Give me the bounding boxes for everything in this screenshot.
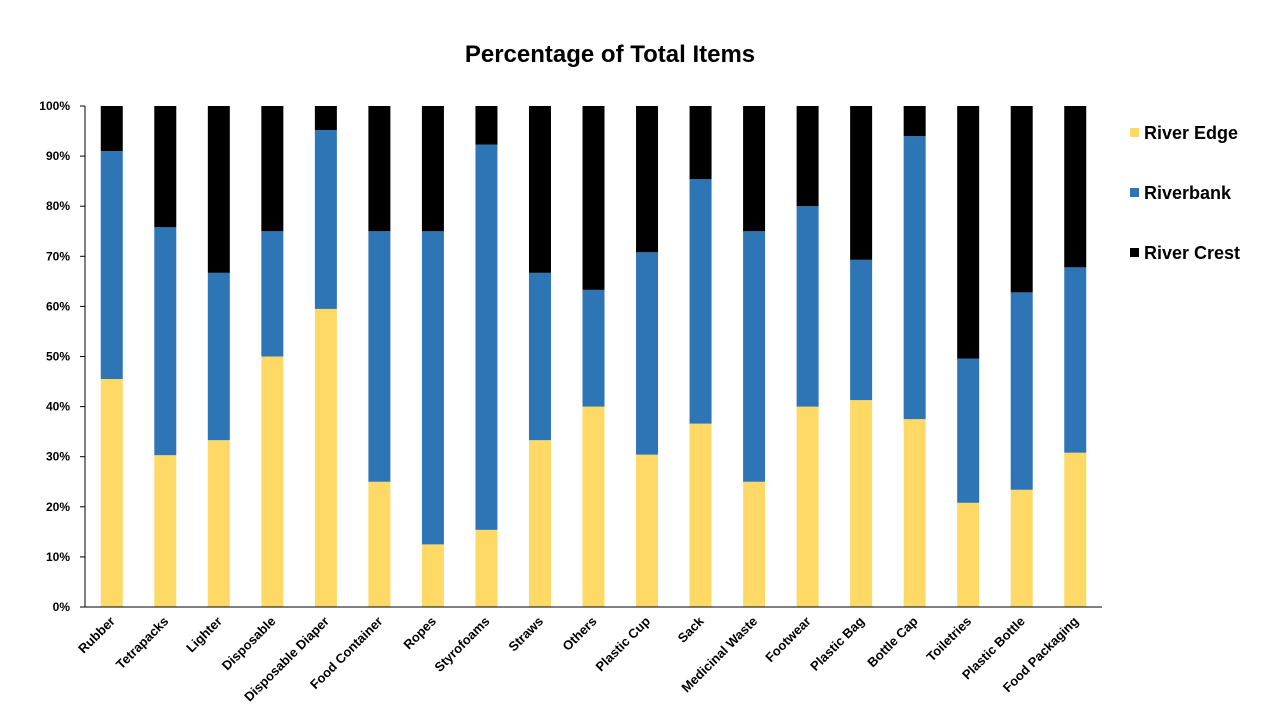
bar-segment: [261, 356, 284, 607]
bar-segment: [796, 206, 819, 407]
bar-segment: [850, 400, 873, 607]
bar-segment: [582, 406, 605, 607]
bar-segment: [850, 106, 873, 260]
bar-segment: [207, 272, 230, 441]
y-tick-label: 70%: [46, 249, 70, 263]
bar-segment: [261, 231, 284, 357]
bar-segment: [154, 227, 177, 456]
bar-segment: [475, 106, 498, 145]
bar-segment: [903, 419, 926, 608]
bar-segment: [314, 130, 337, 309]
x-category-label: Ropes: [400, 614, 439, 653]
bar-segment: [582, 289, 605, 407]
bar-segment: [100, 106, 123, 152]
x-category-label: Lighter: [183, 614, 225, 656]
x-category-label: Rubber: [75, 614, 118, 657]
bar-segment: [689, 179, 712, 424]
x-category-label: Tetrapacks: [113, 614, 171, 672]
bar-segment: [100, 379, 123, 607]
legend-label: River Edge: [1144, 123, 1238, 143]
legend-swatch: [1130, 128, 1139, 137]
bar-segment: [743, 481, 766, 607]
bar-segment: [154, 106, 177, 228]
y-tick-label: 60%: [46, 299, 70, 313]
legend-label: River Crest: [1144, 243, 1240, 263]
y-tick-label: 20%: [46, 500, 70, 514]
legend-label: Riverbank: [1144, 183, 1232, 203]
y-tick-label: 50%: [46, 350, 70, 364]
bar-segment: [475, 529, 498, 607]
x-category-label: Plastic Bag: [807, 613, 867, 673]
bar-segment: [1064, 106, 1087, 268]
bar-segment: [207, 106, 230, 273]
bar-segment: [582, 106, 605, 290]
bar-segment: [957, 358, 980, 503]
legend-swatch: [1130, 188, 1139, 197]
y-tick-label: 80%: [46, 199, 70, 213]
x-category-label: Bottle Cap: [864, 613, 921, 670]
y-tick-label: 100%: [39, 99, 70, 113]
bar-segment: [689, 106, 712, 180]
bar-segment: [100, 151, 123, 380]
x-category-label: Footwear: [762, 614, 813, 665]
bar-segment: [154, 455, 177, 607]
x-category-label: Toiletries: [924, 614, 975, 665]
bar-segment: [636, 106, 659, 253]
bar-segment: [1010, 292, 1033, 490]
bar-segment: [850, 259, 873, 401]
x-category-label: Sack: [675, 613, 708, 646]
bar-segment: [528, 106, 551, 273]
x-category-label: Styrofoams: [431, 614, 492, 675]
bar-segment: [1064, 267, 1087, 453]
bar-segment: [475, 144, 498, 530]
bar-segment: [368, 481, 391, 607]
legend: River Edge Riverbank River Crest: [1130, 123, 1240, 263]
y-tick-label: 10%: [46, 550, 70, 564]
bar-segment: [636, 252, 659, 455]
bar-segment: [528, 272, 551, 441]
bar-segment: [743, 106, 766, 232]
y-tick-label: 30%: [46, 450, 70, 464]
y-tick-label: 90%: [46, 149, 70, 163]
chart-title: Percentage of Total Items: [465, 41, 755, 68]
bar-segment: [1010, 106, 1033, 293]
bar-segment: [314, 106, 337, 131]
x-category-label: Others: [559, 614, 599, 654]
bar-segment: [421, 231, 444, 545]
bar-segment: [903, 106, 926, 137]
bar-segment: [421, 544, 444, 608]
y-tick-label: 40%: [46, 400, 70, 414]
y-tick-label: 0%: [53, 600, 71, 614]
bar-segment: [1010, 489, 1033, 607]
y-axis-ticks: 0% 10% 20% 30% 40% 50% 60% 70% 80% 90% 100%: [39, 99, 85, 614]
bar-segment: [957, 502, 980, 607]
bar-segment: [368, 106, 391, 232]
bar-segment: [314, 308, 337, 607]
bar-segment: [261, 106, 284, 232]
bar-segment: [743, 231, 766, 482]
bar-segment: [528, 440, 551, 607]
bars-layer: [100, 106, 1087, 608]
bar-segment: [796, 106, 819, 207]
bar-segment: [903, 136, 926, 420]
x-category-label: Straws: [505, 614, 546, 655]
bar-segment: [207, 440, 230, 607]
bar-segment: [796, 406, 819, 607]
bar-segment: [1064, 452, 1087, 607]
bar-segment: [368, 231, 391, 482]
bar-segment: [957, 106, 980, 359]
bar-segment: [689, 423, 712, 607]
bar-segment: [636, 454, 659, 607]
legend-swatch: [1130, 248, 1139, 257]
bar-segment: [421, 106, 444, 232]
x-category-label: Plastic Cup: [592, 613, 653, 674]
